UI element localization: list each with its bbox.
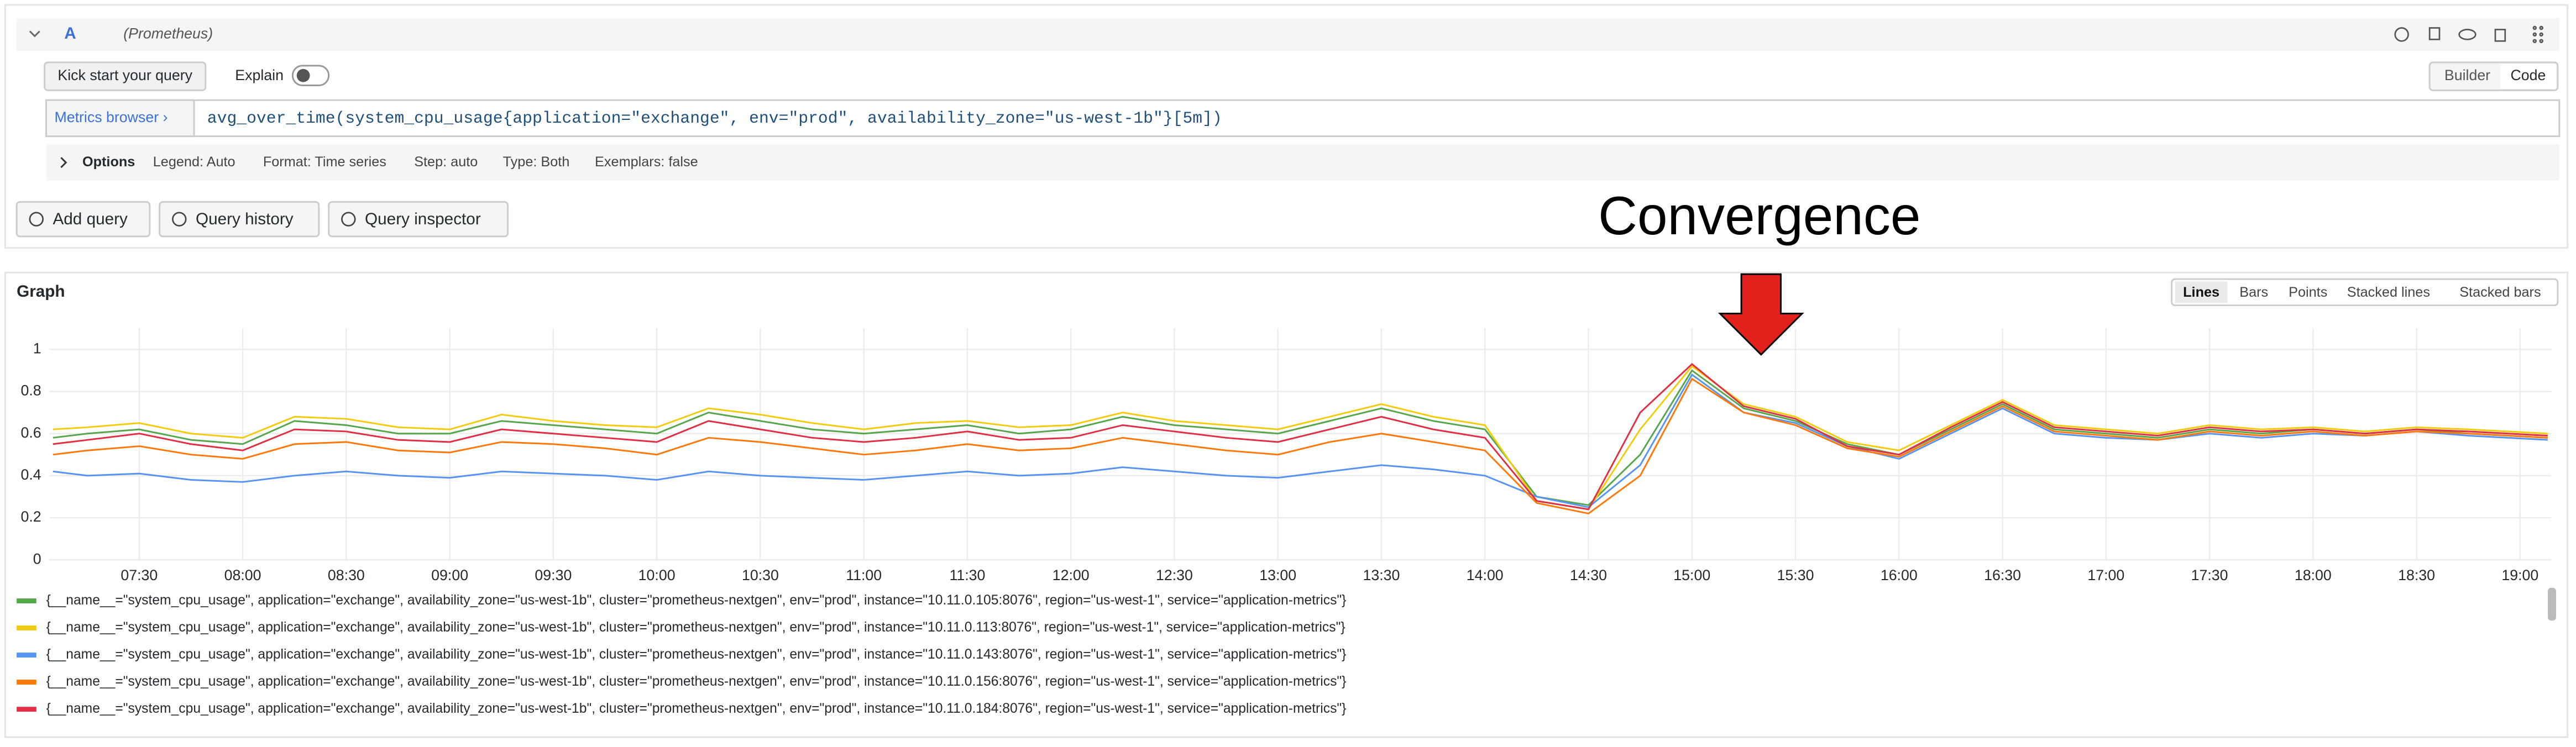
kick-start-label: Kick start your query bbox=[57, 67, 192, 83]
legend-label[interactable]: {__name__="system_cpu_usage", applicatio… bbox=[46, 647, 1347, 662]
action-button[interactable] bbox=[159, 201, 320, 238]
option-item: Format: Time series bbox=[263, 154, 386, 170]
x-tick-label: 11:00 bbox=[846, 567, 882, 583]
mode-code[interactable]: Code bbox=[2510, 67, 2546, 83]
legend-label[interactable]: {__name__="system_cpu_usage", applicatio… bbox=[46, 674, 1347, 689]
x-tick-label: 07:30 bbox=[121, 567, 158, 583]
options-row[interactable] bbox=[46, 144, 2559, 181]
x-tick-label: 17:30 bbox=[2191, 567, 2228, 583]
option-item: Legend: Auto bbox=[153, 154, 235, 170]
datasource: (Prometheus) bbox=[123, 25, 213, 41]
x-tick-label: 09:30 bbox=[535, 567, 572, 583]
graph-tab-group: Lines Bars Points Stacked lines Stacked bars bbox=[2175, 281, 2541, 303]
x-tick-label: 19:00 bbox=[2501, 567, 2538, 583]
annotation: Convergence bbox=[1598, 185, 1920, 246]
metrics-browser-label: Metrics browser › bbox=[54, 109, 167, 125]
plot: 0 0.2 0.4 0.6 0.8 1 07:30 08:00 08:30 09:00 09:30 1… bbox=[21, 328, 2552, 583]
graph-tab[interactable]: Points bbox=[2289, 285, 2327, 300]
action-button[interactable] bbox=[328, 201, 509, 238]
explain-label: Explain bbox=[235, 67, 284, 83]
y-tick-label: 0.8 bbox=[21, 382, 41, 399]
tab-active bbox=[2175, 281, 2228, 303]
x-tick-label: 10:00 bbox=[638, 567, 676, 583]
query-header bbox=[17, 18, 2559, 51]
x-tick-label: 18:30 bbox=[2398, 567, 2435, 583]
x-tick-label: 18:00 bbox=[2295, 567, 2332, 583]
x-tick-label: 09:00 bbox=[431, 567, 468, 583]
x-tick-label: 08:00 bbox=[224, 567, 261, 583]
action-icon bbox=[172, 212, 187, 227]
x-tick-label: 13:30 bbox=[1363, 567, 1400, 583]
options-chevron bbox=[60, 157, 67, 169]
action-label: Add query bbox=[53, 210, 128, 228]
y-tick-label: 0.2 bbox=[21, 508, 41, 525]
x-tick-label: 16:30 bbox=[1984, 567, 2021, 583]
x-tick-label: 17:00 bbox=[2087, 567, 2124, 583]
metrics-browser-button[interactable] bbox=[45, 99, 195, 138]
series-line bbox=[53, 369, 2548, 506]
option-item: Exemplars: false bbox=[595, 154, 698, 170]
graph-panel bbox=[4, 271, 2569, 738]
x-tick-label: 13:00 bbox=[1259, 567, 1296, 583]
action-label: Query history bbox=[196, 210, 294, 228]
graph-tab[interactable]: Stacked bars bbox=[2459, 285, 2541, 300]
legend-scrollbar[interactable] bbox=[2548, 587, 2556, 621]
mode-active bbox=[2500, 64, 2556, 89]
action-label: Query inspector bbox=[365, 210, 481, 228]
query-field[interactable] bbox=[45, 99, 2561, 138]
x-tick-label: 14:30 bbox=[1570, 567, 1607, 583]
header-icons[interactable] bbox=[2394, 25, 2543, 44]
option-item: Step: auto bbox=[414, 154, 478, 170]
option-item: Type: Both bbox=[503, 154, 570, 170]
graph-tabs bbox=[2171, 278, 2559, 307]
legend: {__name__="system_cpu_usage", applicatio… bbox=[17, 593, 1346, 716]
y-tick-label: 0.6 bbox=[21, 424, 41, 441]
series-line bbox=[53, 373, 2548, 508]
mode-builder[interactable]: Builder bbox=[2444, 67, 2490, 83]
series-line bbox=[53, 377, 2548, 515]
legend-label[interactable]: {__name__="system_cpu_usage", applicatio… bbox=[46, 701, 1347, 716]
graph-tab[interactable]: Lines bbox=[2183, 285, 2219, 300]
collapse-icon[interactable] bbox=[29, 30, 40, 38]
x-tick-label: 12:00 bbox=[1053, 567, 1090, 583]
y-tick-label: 0.4 bbox=[21, 466, 41, 483]
y-tick-label: 0 bbox=[33, 550, 41, 567]
legend-label[interactable]: {__name__="system_cpu_usage", applicatio… bbox=[46, 620, 1345, 635]
x-tick-label: 14:00 bbox=[1467, 567, 1504, 583]
series-line bbox=[53, 363, 2548, 511]
graph-tab[interactable]: Bars bbox=[2239, 285, 2268, 300]
ref-id: A bbox=[64, 24, 76, 43]
x-tick-label: 15:00 bbox=[1673, 567, 1710, 583]
x-tick-label: 16:00 bbox=[1881, 567, 1918, 583]
graph-tab[interactable]: Stacked lines bbox=[2347, 285, 2430, 300]
action-buttons: Add query Query history Query inspector bbox=[15, 201, 509, 238]
y-tick-label: 1 bbox=[33, 340, 41, 356]
action-icon bbox=[29, 212, 44, 227]
x-tick-label: 11:30 bbox=[949, 567, 985, 583]
x-tick-label: 15:30 bbox=[1777, 567, 1814, 583]
toggle-knob bbox=[296, 69, 310, 82]
x-tick-label: 08:30 bbox=[328, 567, 365, 583]
x-tick-label: 10:30 bbox=[742, 567, 779, 583]
query-text: avg_over_time(system_cpu_usage{applicati… bbox=[207, 109, 1222, 128]
legend-label[interactable]: {__name__="system_cpu_usage", applicatio… bbox=[46, 593, 1347, 608]
x-tick-label: 12:30 bbox=[1156, 567, 1193, 583]
action-button[interactable] bbox=[15, 201, 151, 238]
series-line bbox=[53, 365, 2548, 511]
options-label: Options bbox=[82, 154, 135, 170]
options-items: Legend: Auto Format: Time series Step: aut… bbox=[153, 154, 698, 170]
graph-title: Graph bbox=[17, 282, 65, 301]
annotation-arrow bbox=[1718, 273, 1804, 356]
action-icon bbox=[341, 212, 356, 227]
kick-start-button[interactable] bbox=[44, 61, 207, 91]
